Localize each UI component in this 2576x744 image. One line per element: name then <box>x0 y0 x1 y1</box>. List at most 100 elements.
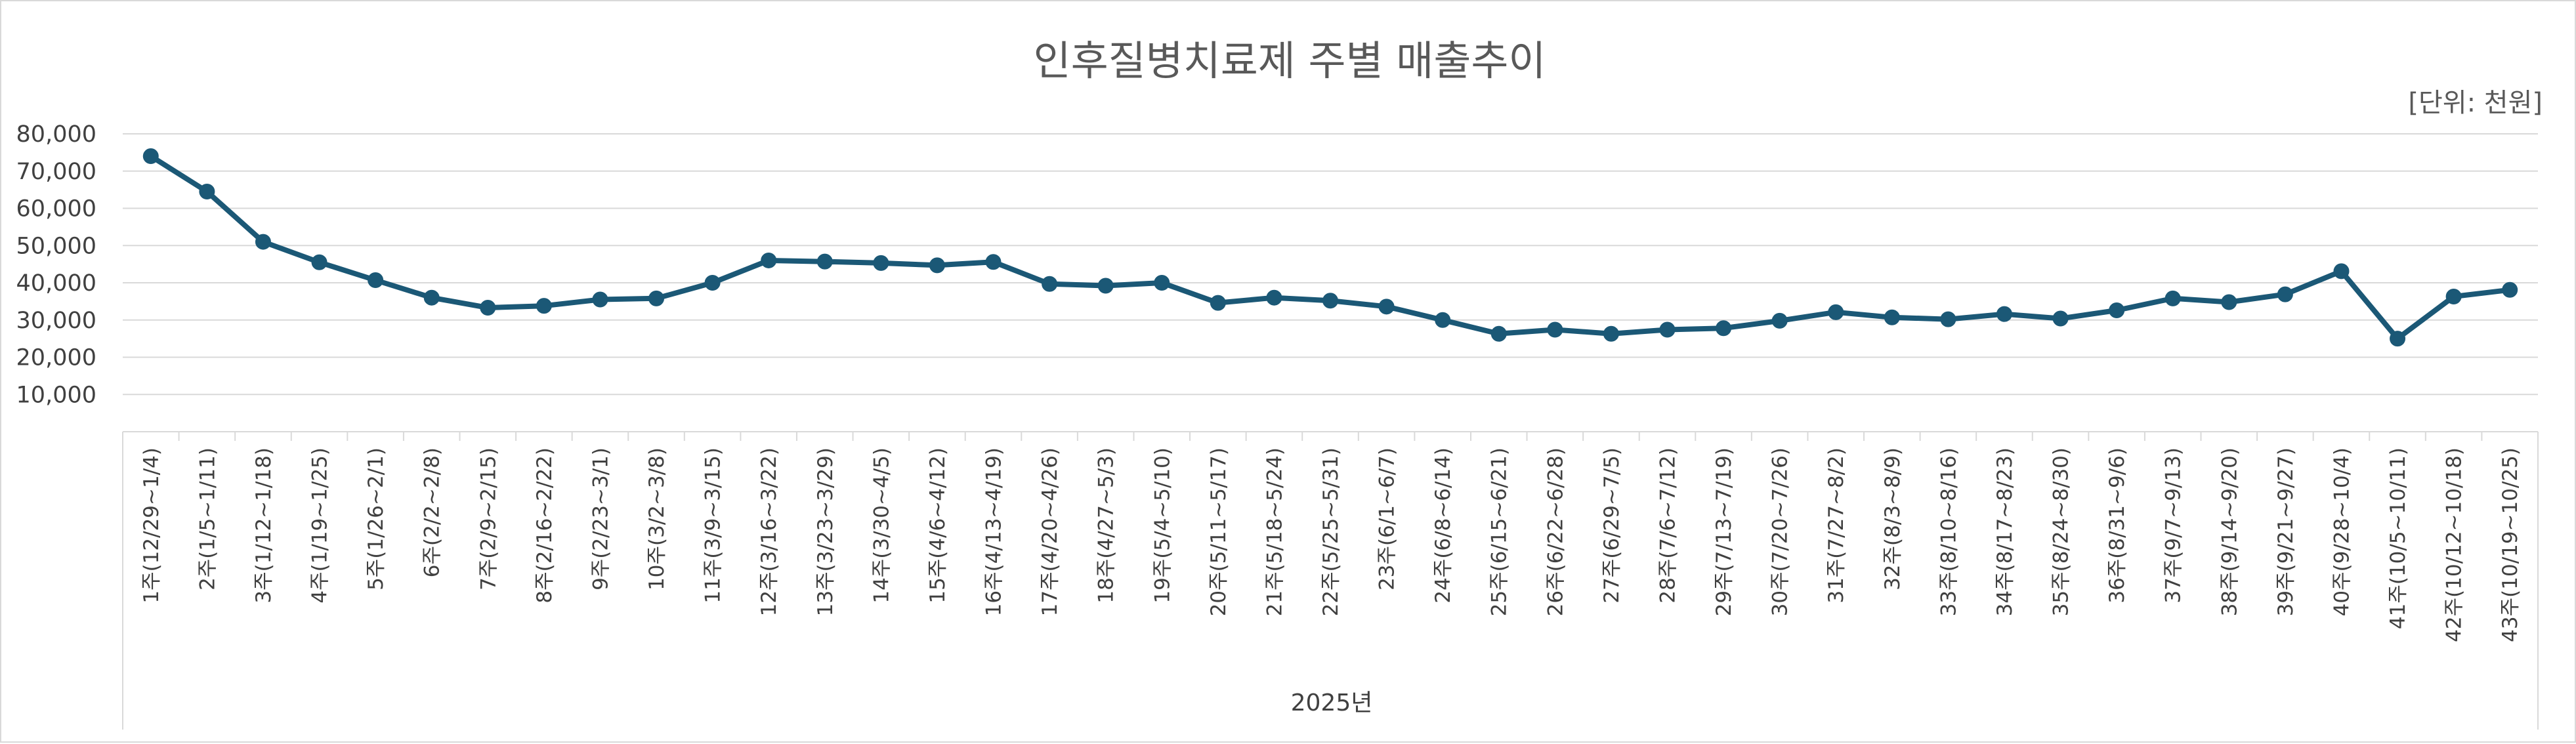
x-tick-label: 10주(3/2~3/8) <box>645 447 669 590</box>
x-tick-label: 37주(9/7~9/13) <box>2162 447 2185 604</box>
y-tick-label: 60,000 <box>16 196 96 222</box>
data-point <box>1940 311 1956 327</box>
x-tick-label: 34주(8/17~8/23) <box>1993 447 2017 616</box>
data-point <box>2052 310 2069 327</box>
x-tick-label: 20주(5/11~5/17) <box>1207 447 1231 616</box>
data-point <box>1603 325 1619 342</box>
data-point <box>1154 275 1170 291</box>
data-point <box>1435 312 1451 328</box>
data-point <box>1210 295 1226 311</box>
x-tick-label: 38주(9/14~9/20) <box>2218 447 2241 616</box>
x-tick-label: 7주(2/9~2/15) <box>476 447 500 590</box>
x-tick-label: 2주(1/5~1/11) <box>196 447 219 590</box>
data-point <box>1490 325 1507 342</box>
x-tick-label: 1주(12/29~1/4) <box>140 447 163 604</box>
data-point <box>536 298 552 314</box>
data-point <box>1716 320 1732 337</box>
x-tick-label: 33주(8/10~8/16) <box>1937 447 1960 616</box>
y-tick-label: 70,000 <box>16 159 96 185</box>
x-tick-label: 8주(2/16~2/22) <box>533 447 557 604</box>
data-point <box>255 234 271 250</box>
x-tick-label: 27주(6/29~7/5) <box>1600 447 1624 604</box>
data-point <box>1884 309 1900 325</box>
y-tick-label: 40,000 <box>16 270 96 297</box>
x-tick-label: 32주(8/3~8/9) <box>1881 447 1905 590</box>
data-point <box>2502 281 2518 298</box>
data-point <box>480 300 496 316</box>
data-point <box>2445 288 2462 304</box>
data-point <box>368 272 384 289</box>
x-tick-label: 6주(2/2~2/8) <box>421 447 444 577</box>
data-point <box>199 183 215 199</box>
data-point <box>2164 290 2181 306</box>
data-point <box>311 254 327 270</box>
data-point <box>985 254 1002 270</box>
y-tick-label: 80,000 <box>16 121 96 148</box>
x-tick-label: 15주(4/6~4/12) <box>926 447 950 604</box>
data-point <box>1266 289 1282 306</box>
data-point <box>2277 286 2293 302</box>
data-point <box>1659 321 1676 338</box>
data-point <box>1996 306 2012 322</box>
x-axis: 1주(12/29~1/4) 2주(1/5~1/11) 3주(1/12~1/18) 4주… <box>122 431 2539 730</box>
x-tick-label: 28주(7/6~7/12) <box>1656 447 1679 604</box>
x-tick-label: 35주(8/24~8/30) <box>2050 447 2073 616</box>
data-point <box>423 289 440 306</box>
data-point <box>2109 302 2125 318</box>
x-tick-label: 5주(1/26~2/1) <box>364 447 388 590</box>
series-layer <box>142 148 2518 347</box>
data-point <box>1097 278 1114 294</box>
data-point <box>2221 294 2237 310</box>
data-point <box>648 290 665 306</box>
x-tick-label: 40주(9/28~10/4) <box>2330 447 2354 616</box>
x-tick-label: 39주(9/21~9/27) <box>2274 447 2298 616</box>
x-tick-label: 26주(6/22~6/28) <box>1544 447 1567 616</box>
x-tick-label: 9주(2/23~3/1) <box>589 447 612 590</box>
x-tick-label: 36주(8/31~9/6) <box>2105 447 2129 604</box>
x-tick-label: 4주(1/19~1/25) <box>308 447 332 604</box>
data-point <box>929 257 945 274</box>
x-tick-label: 23주(6/1~6/7) <box>1376 447 1399 590</box>
y-tick-label: 30,000 <box>16 308 96 334</box>
x-tick-label: 24주(6/8~6/14) <box>1431 447 1455 604</box>
data-point <box>1771 312 1788 329</box>
y-axis-tick-labels: 10,000 20,000 30,000 40,000 50,000 60,000 70,0… <box>16 121 96 408</box>
x-tick-label: 19주(5/4~5/10) <box>1151 447 1174 604</box>
x-tick-label: 14주(3/30~4/5) <box>870 447 893 604</box>
x-tick-label: 22주(5/25~5/31) <box>1319 447 1343 616</box>
data-point <box>2333 263 2350 279</box>
data-point <box>704 275 721 291</box>
x-tick-label: 31주(7/27~8/2) <box>1825 447 1848 604</box>
chart-title: 인후질병치료제 주별 매출추이 <box>1034 37 1546 85</box>
x-tick-label: 13주(3/23~3/29) <box>814 447 837 616</box>
data-point <box>1042 276 1058 292</box>
x-tick-label: 18주(4/27~5/3) <box>1095 447 1118 604</box>
x-tick-label: 41주(10/5~10/11) <box>2386 447 2410 629</box>
data-point <box>142 148 159 165</box>
data-point <box>1547 321 1563 338</box>
data-point <box>1378 299 1395 315</box>
x-tick-label: 11주(3/9~3/15) <box>702 447 725 604</box>
data-point <box>592 291 608 308</box>
data-point <box>761 252 777 268</box>
y-tick-label: 50,000 <box>16 233 96 259</box>
data-point <box>816 253 833 270</box>
x-group-label: 2025년 <box>1291 690 1373 716</box>
data-point <box>1828 304 1844 320</box>
x-tick-label: 42주(10/12~10/18) <box>2443 447 2466 642</box>
data-point <box>1322 293 1338 309</box>
data-point <box>873 255 889 271</box>
x-tick-label: 12주(3/16~3/22) <box>757 447 781 616</box>
x-tick-label: 17주(4/20~4/26) <box>1038 447 1062 616</box>
x-tick-label: 21주(5/18~5/24) <box>1263 447 1286 616</box>
x-tick-label: 43주(10/19~10/25) <box>2499 447 2522 642</box>
y-tick-label: 10,000 <box>16 382 96 408</box>
x-tick-label: 30주(7/20~7/26) <box>1769 447 1792 616</box>
series-line <box>148 154 2513 342</box>
y-tick-label: 20,000 <box>16 345 96 371</box>
gridlines <box>123 133 2538 396</box>
unit-label: [단위: 천원] <box>2408 88 2543 118</box>
x-tick-label: 3주(1/12~1/18) <box>252 447 276 604</box>
